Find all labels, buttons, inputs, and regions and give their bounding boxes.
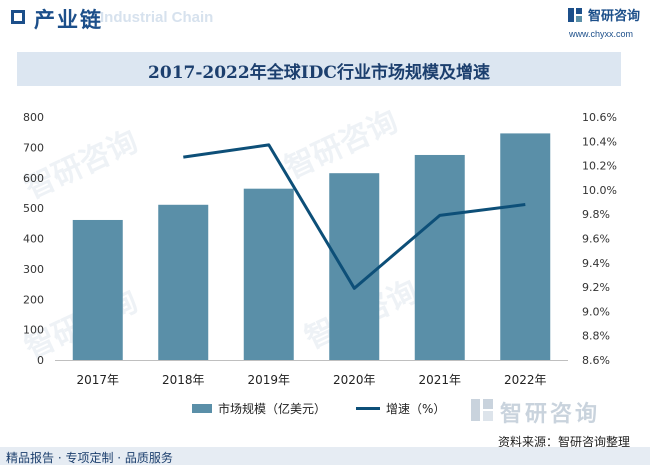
y-left-tick-label: 200 [23,293,44,306]
bar [329,173,380,360]
y-left-tick-label: 700 [23,141,44,154]
bar [243,188,294,360]
bar [500,133,551,360]
legend-bar-swatch [192,404,212,413]
watermark-logo-icon [471,399,493,421]
x-tick-label: 2017年 [76,373,119,387]
x-tick-label: 2021年 [418,373,461,387]
bar [72,219,123,360]
y-right-tick-label: 10.0% [582,184,617,197]
header-ghost-text: Industrial Chain [100,9,214,26]
brand-name: 智研咨询 [588,9,641,24]
x-tick-label: 2019年 [247,373,290,387]
x-tick-label: 2020年 [333,373,376,387]
growth-line [183,143,526,290]
chart-title: 2017-2022年全球IDC行业市场规模及增速 [148,63,490,83]
source-note: 资料来源：智研咨询整理 [498,435,631,449]
y-right-tick-label: 9.8% [582,208,610,221]
watermark-brand-text: 智研咨询 [500,402,601,427]
y-left-tick-label: 800 [23,111,44,124]
y-left-tick-label: 100 [23,324,44,337]
y-right-tick-label: 10.2% [582,160,617,173]
header-square-icon [11,10,25,24]
y-left-tick-label: 400 [23,233,44,246]
legend-line-swatch [356,407,380,410]
footer-slogan: 精品报告 · 专项定制 · 品质服务 [6,451,173,465]
y-right-tick-label: 9.6% [582,233,610,246]
chart-title-band: 2017-2022年全球IDC行业市场规模及增速 [17,52,621,86]
x-tick-label: 2022年 [504,373,547,387]
bar [158,204,209,360]
header: Industrial Chain 产业链 智研咨询 www.chyxx.com [0,0,650,40]
legend-bar-label: 市场规模（亿美元） [218,402,327,416]
y-right-tick-label: 9.4% [582,257,610,270]
y-left-tick-label: 300 [23,263,44,276]
y-left-tick-label: 500 [23,202,44,215]
brand-url: www.chyxx.com [569,29,634,39]
chart: 0 100 200 300 400 500 600 700 800 8.6% 8.8% 9.0% 9.2… [23,111,617,387]
legend: 市场规模（亿美元） 增速（%） [0,398,650,418]
brand-logo-icon [568,8,582,22]
x-tick-label: 2018年 [162,373,205,387]
y-left-tick-label: 0 [37,354,44,367]
y-right-tick-label: 8.8% [582,330,610,343]
y-right-tick-label: 8.6% [582,354,610,367]
y-right-tick-label: 9.0% [582,305,610,318]
y-left-tick-label: 600 [23,172,44,185]
footer-band: 精品报告 · 专项定制 · 品质服务 [0,447,650,465]
legend-line-label: 增速（%） [386,402,446,416]
y-right-tick-label: 10.4% [582,135,617,148]
y-right-tick-label: 9.2% [582,281,610,294]
bar [414,154,465,360]
y-right-tick-label: 10.6% [582,111,617,124]
page-title: 产业链 [34,8,103,32]
